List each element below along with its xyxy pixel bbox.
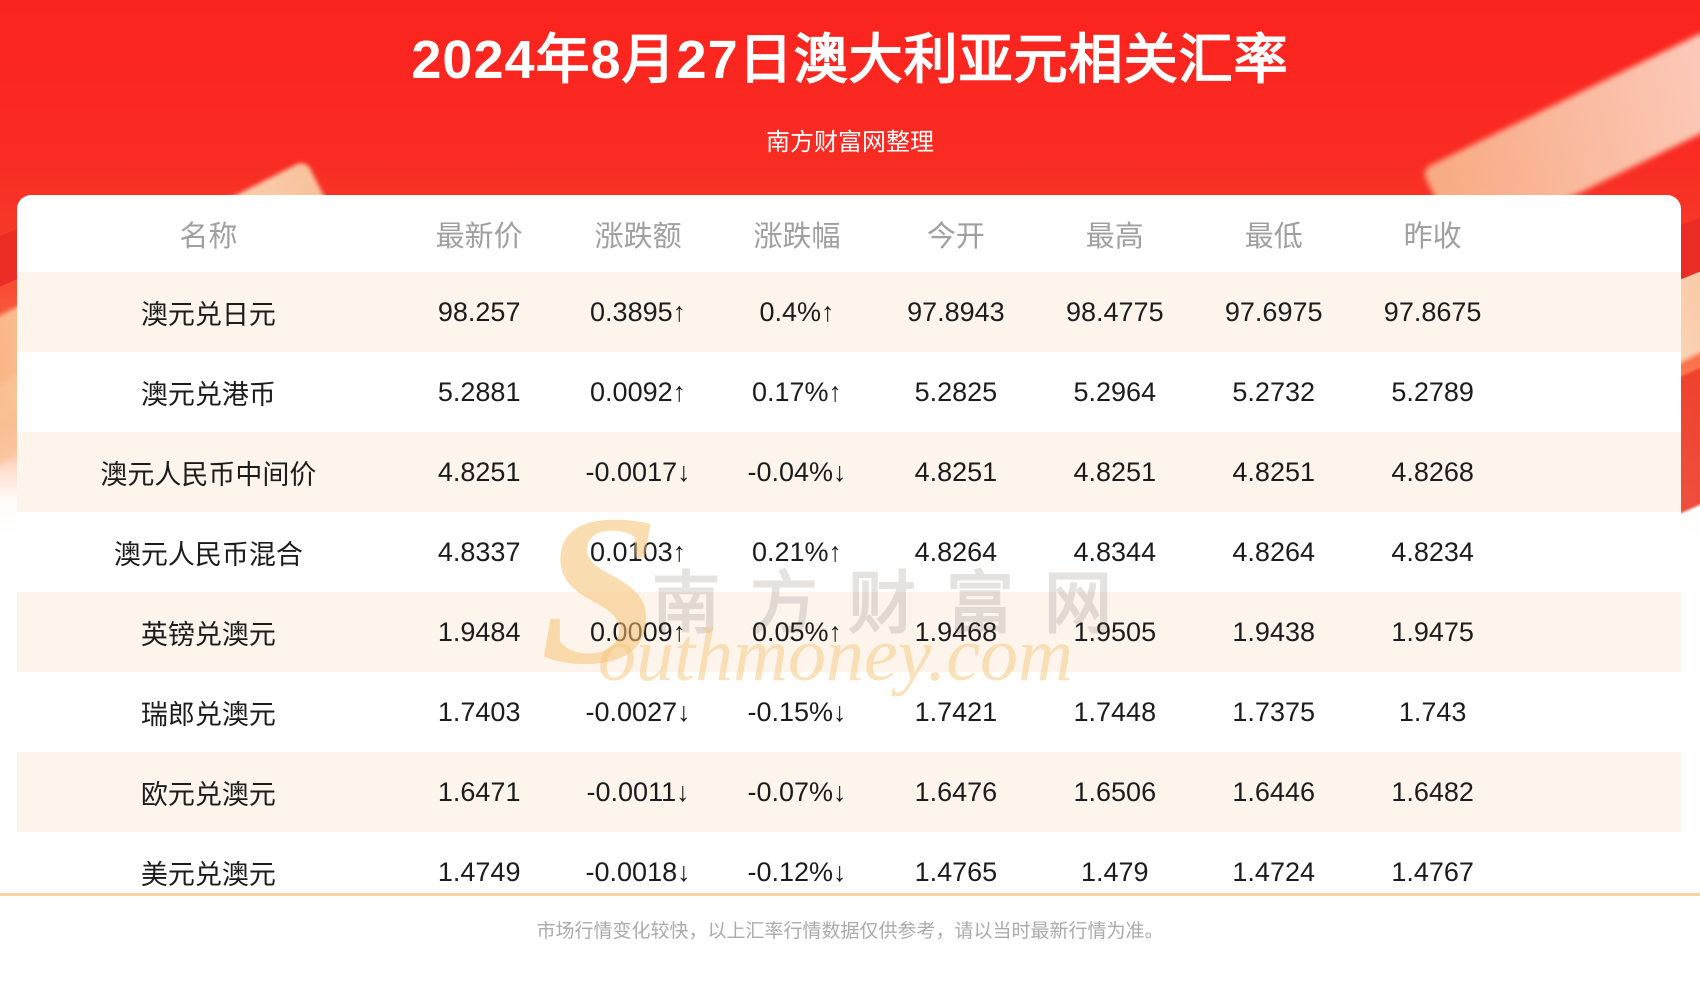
- cell-high: 1.479: [1081, 856, 1149, 887]
- cell-pair-name: 瑞郎兑澳元: [140, 699, 276, 730]
- cell-spacer: [1512, 752, 1681, 832]
- cell-change: -0.0018↓: [585, 856, 691, 887]
- table-row: 欧元兑澳元 1.6471 -0.0011↓ -0.07%↓ 1.6476 1.6…: [17, 752, 1681, 832]
- cell-change: -0.0011↓: [586, 776, 690, 807]
- cell-high: 1.7448: [1073, 696, 1157, 727]
- cell-change-pct: -0.12%↓: [747, 856, 847, 887]
- rates-table: 名称 最新价 涨跌额 涨跌幅 今开 最高 最低 昨收 澳元兑日元 98.257 …: [17, 195, 1681, 894]
- cell-high: 4.8251: [1073, 456, 1157, 487]
- cell-low: 1.4724: [1232, 856, 1315, 887]
- cell-pair-name: 欧元兑澳元: [140, 779, 276, 810]
- header-prev-close: 昨收: [1403, 220, 1462, 253]
- cell-change: -0.0027↓: [585, 696, 691, 727]
- cell-open: 4.8264: [914, 536, 998, 567]
- cell-prev-close: 1.4767: [1391, 856, 1474, 887]
- cell-spacer: [1512, 272, 1681, 352]
- cell-spacer: [1512, 432, 1681, 512]
- header-change: 涨跌额: [594, 220, 682, 253]
- cell-high: 1.9505: [1073, 616, 1157, 647]
- cell-latest: 5.2881: [437, 376, 521, 407]
- cell-low: 4.8264: [1232, 536, 1315, 567]
- cell-latest: 1.6471: [437, 776, 521, 807]
- cell-change: 0.0092↑: [590, 376, 687, 407]
- cell-latest: 1.7403: [437, 696, 521, 727]
- cell-change: 0.0009↑: [590, 616, 687, 647]
- cell-spacer: [1512, 592, 1681, 672]
- rates-table-body: 澳元兑日元 98.257 0.3895↑ 0.4%↑ 97.8943 98.47…: [17, 272, 1681, 894]
- cell-latest: 4.8337: [437, 536, 521, 567]
- cell-change-pct: -0.15%↓: [747, 696, 847, 727]
- cell-spacer: [1512, 352, 1681, 432]
- cell-spacer: [1512, 672, 1681, 752]
- cell-change-pct: -0.04%↓: [747, 456, 847, 487]
- cell-open: 4.8251: [914, 456, 998, 487]
- cell-low: 4.8251: [1232, 456, 1315, 487]
- cell-low: 1.6446: [1232, 776, 1315, 807]
- footer-divider: [0, 893, 1700, 896]
- cell-pair-name: 美元兑澳元: [140, 859, 276, 890]
- table-row: 英镑兑澳元 1.9484 0.0009↑ 0.05%↑ 1.9468 1.950…: [17, 592, 1681, 672]
- header-spacer: [1512, 195, 1681, 272]
- cell-pair-name: 英镑兑澳元: [140, 619, 276, 650]
- table-row: 澳元人民币混合 4.8337 0.0103↑ 0.21%↑ 4.8264 4.8…: [17, 512, 1681, 592]
- cell-prev-close: 1.743: [1398, 696, 1467, 727]
- cell-open: 1.4765: [914, 856, 998, 887]
- cell-low: 1.7375: [1232, 696, 1315, 727]
- banner: 2024年8月27日澳大利亚元相关汇率 南方财富网整理: [0, 24, 1700, 157]
- page-title: 2024年8月27日澳大利亚元相关汇率: [411, 30, 1289, 90]
- cell-prev-close: 4.8234: [1391, 536, 1474, 567]
- cell-change: 0.3895↑: [590, 296, 687, 327]
- cell-latest: 98.257: [437, 296, 521, 327]
- header-latest: 最新价: [435, 220, 523, 253]
- header-high: 最高: [1085, 220, 1144, 253]
- cell-high: 1.6506: [1073, 776, 1157, 807]
- cell-pair-name: 澳元人民币中间价: [100, 459, 317, 490]
- cell-spacer: [1512, 832, 1681, 894]
- cell-high: 98.4775: [1065, 296, 1164, 327]
- cell-prev-close: 5.2789: [1391, 376, 1474, 407]
- cell-open: 1.6476: [914, 776, 998, 807]
- cell-change: -0.0017↓: [585, 456, 691, 487]
- cell-prev-close: 1.6482: [1391, 776, 1474, 807]
- cell-prev-close: 97.8675: [1383, 296, 1482, 327]
- footer-note: 市场行情变化较快，以上汇率行情数据仅供参考，请以当时最新行情为准。: [536, 921, 1164, 942]
- cell-low: 97.6975: [1224, 296, 1323, 327]
- header-low: 最低: [1244, 220, 1303, 253]
- cell-prev-close: 1.9475: [1391, 616, 1474, 647]
- cell-open: 1.9468: [914, 616, 998, 647]
- cell-latest: 1.4749: [437, 856, 521, 887]
- cell-pair-name: 澳元兑日元: [140, 299, 276, 330]
- rates-card: 名称 最新价 涨跌额 涨跌幅 今开 最高 最低 昨收 澳元兑日元 98.257 …: [17, 195, 1681, 894]
- cell-latest: 4.8251: [437, 456, 521, 487]
- table-row: 澳元人民币中间价 4.8251 -0.0017↓ -0.04%↓ 4.8251 …: [17, 432, 1681, 512]
- cell-high: 4.8344: [1073, 536, 1157, 567]
- cell-open: 97.8943: [907, 296, 1005, 327]
- page-subtitle: 南方财富网整理: [766, 129, 934, 156]
- cell-high: 5.2964: [1073, 376, 1157, 407]
- cell-change-pct: -0.07%↓: [747, 776, 847, 807]
- table-row: 美元兑澳元 1.4749 -0.0018↓ -0.12%↓ 1.4765 1.4…: [17, 832, 1681, 894]
- cell-change-pct: 0.4%↑: [759, 296, 835, 327]
- cell-change: 0.0103↑: [590, 536, 687, 567]
- cell-open: 1.7421: [914, 696, 998, 727]
- header-open: 今开: [926, 220, 985, 253]
- cell-change-pct: 0.05%↑: [751, 616, 843, 647]
- header-name: 名称: [179, 220, 238, 253]
- cell-low: 1.9438: [1232, 616, 1315, 647]
- table-row: 澳元兑港币 5.2881 0.0092↑ 0.17%↑ 5.2825 5.296…: [17, 352, 1681, 432]
- cell-pair-name: 澳元兑港币: [140, 379, 276, 410]
- cell-open: 5.2825: [914, 376, 998, 407]
- cell-pair-name: 澳元人民币混合: [113, 539, 303, 570]
- cell-low: 5.2732: [1232, 376, 1315, 407]
- cell-change-pct: 0.17%↑: [751, 376, 843, 407]
- table-row: 澳元兑日元 98.257 0.3895↑ 0.4%↑ 97.8943 98.47…: [17, 272, 1681, 352]
- cell-prev-close: 4.8268: [1391, 456, 1474, 487]
- cell-change-pct: 0.21%↑: [751, 536, 843, 567]
- header-change-pct: 涨跌幅: [753, 220, 841, 253]
- header-row: 名称 最新价 涨跌额 涨跌幅 今开 最高 最低 昨收: [17, 195, 1681, 272]
- table-row: 瑞郎兑澳元 1.7403 -0.0027↓ -0.15%↓ 1.7421 1.7…: [17, 672, 1681, 752]
- cell-latest: 1.9484: [437, 616, 521, 647]
- cell-spacer: [1512, 512, 1681, 592]
